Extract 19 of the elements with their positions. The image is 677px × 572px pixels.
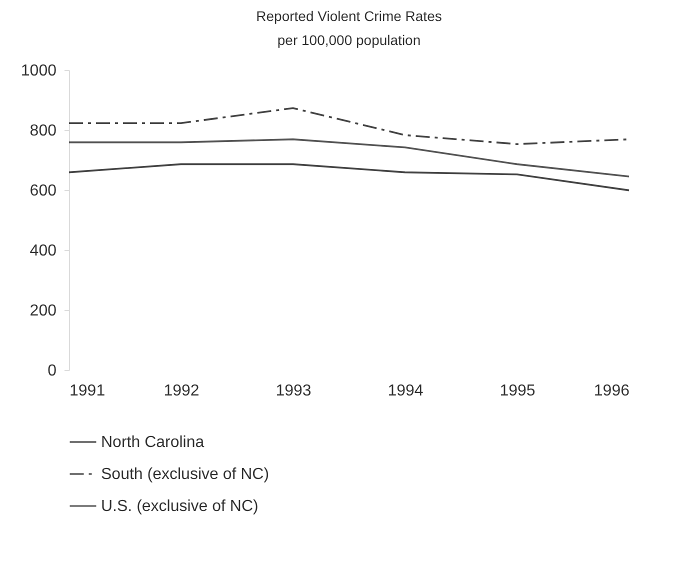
legend-label: U.S. (exclusive of NC) — [101, 498, 258, 515]
x-tick-label: 1996 — [594, 382, 630, 400]
y-tick-label: 1000 — [20, 62, 57, 80]
x-tick-label: 1995 — [500, 382, 536, 400]
x-tick-label: 1993 — [276, 382, 312, 400]
y-tick-label: 600 — [30, 182, 57, 200]
legend-label: North Carolina — [101, 434, 204, 451]
chart-title: Reported Violent Crime Rates — [256, 8, 442, 24]
chart-subtitle: per 100,000 population — [277, 32, 421, 48]
y-tick-label: 800 — [30, 122, 57, 140]
legend-label: South (exclusive of NC) — [101, 466, 270, 483]
x-tick-label: 1992 — [164, 382, 200, 400]
y-tick-label: 200 — [30, 302, 57, 320]
x-tick-label: 1994 — [388, 382, 424, 400]
x-tick-label: 1991 — [70, 382, 106, 400]
y-tick-label: 400 — [30, 242, 57, 260]
y-tick-label: 0 — [48, 362, 57, 380]
line-series — [68, 163, 630, 192]
line-series — [68, 138, 630, 178]
